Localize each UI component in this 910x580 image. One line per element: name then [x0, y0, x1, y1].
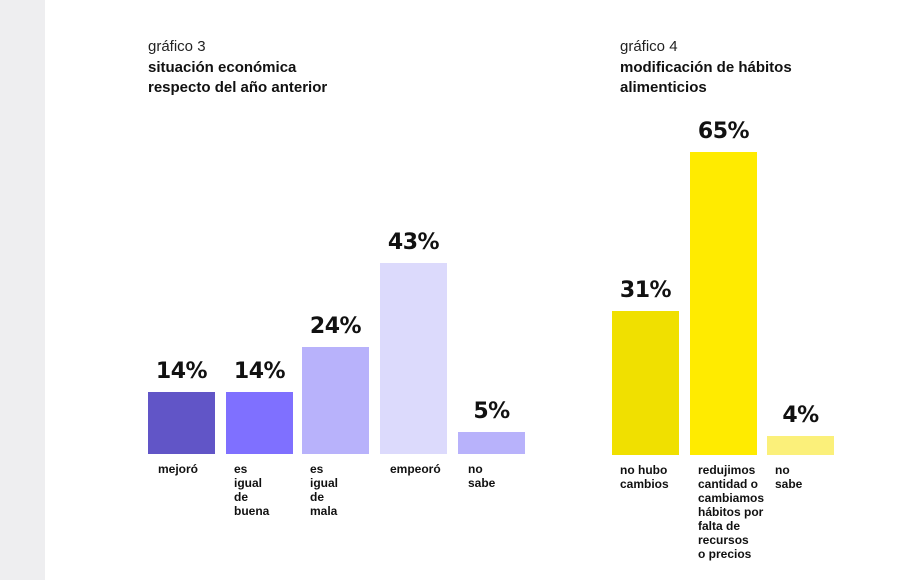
category-label-line: cambiamos — [698, 491, 765, 505]
chart-title-line: respecto del año anterior — [148, 79, 328, 96]
data-label: 5% — [473, 399, 510, 424]
data-label: 24% — [309, 314, 362, 339]
category-label-line: de mala — [310, 490, 338, 518]
chart-subtitle: gráfico 4 — [620, 38, 678, 55]
category-label: no hubo cambios — [620, 463, 669, 491]
category-label-line: es igual — [234, 462, 263, 490]
category-label: es igual de mala — [310, 462, 338, 518]
bar — [767, 436, 834, 455]
data-label: 14% — [233, 359, 286, 384]
data-label: 43% — [387, 230, 440, 255]
category-label: empeoró — [390, 462, 441, 476]
bar — [380, 263, 447, 454]
left-margin-panel — [0, 0, 45, 580]
category-label-line: no sabe — [468, 462, 496, 490]
category-label-line: no hubo — [620, 463, 668, 477]
chart-title-line: modificación de hábitos — [620, 59, 792, 76]
category-label: no sabe — [775, 463, 802, 491]
category-label-line: recursos — [698, 533, 749, 547]
category-label-line: hábitos por — [698, 505, 764, 519]
category-label: no sabe — [468, 462, 495, 490]
category-label-line: falta de — [698, 519, 741, 533]
category-label: redujimos cantidad o cambiamos hábitos por f… — [698, 463, 764, 561]
category-label-line: de buena — [234, 490, 270, 518]
bar — [148, 392, 215, 454]
chart-subtitle: gráfico 3 — [148, 38, 206, 55]
bar — [458, 432, 525, 454]
category-label: mejoró — [158, 462, 198, 476]
data-label: 65% — [697, 119, 750, 144]
bar — [226, 392, 293, 454]
bar — [690, 152, 757, 455]
data-label: 4% — [782, 403, 819, 428]
category-label: es igual de buena — [234, 462, 269, 518]
category-label-line: es igual — [310, 462, 339, 490]
category-label-line: no sabe — [775, 463, 803, 491]
data-label: 14% — [155, 359, 208, 384]
chart-title-line: situación económica — [148, 59, 297, 76]
bar — [302, 347, 369, 454]
category-label-line: redujimos — [698, 463, 756, 477]
category-label-line: cantidad o — [698, 477, 759, 491]
category-label-line: empeoró — [390, 462, 441, 476]
category-label-line: mejoró — [158, 462, 199, 476]
bar — [612, 311, 679, 455]
data-label: 31% — [619, 278, 672, 303]
category-label-line: cambios — [620, 477, 669, 491]
category-label-line: o precios — [698, 547, 752, 561]
chart-title-line: alimenticios — [620, 79, 707, 96]
